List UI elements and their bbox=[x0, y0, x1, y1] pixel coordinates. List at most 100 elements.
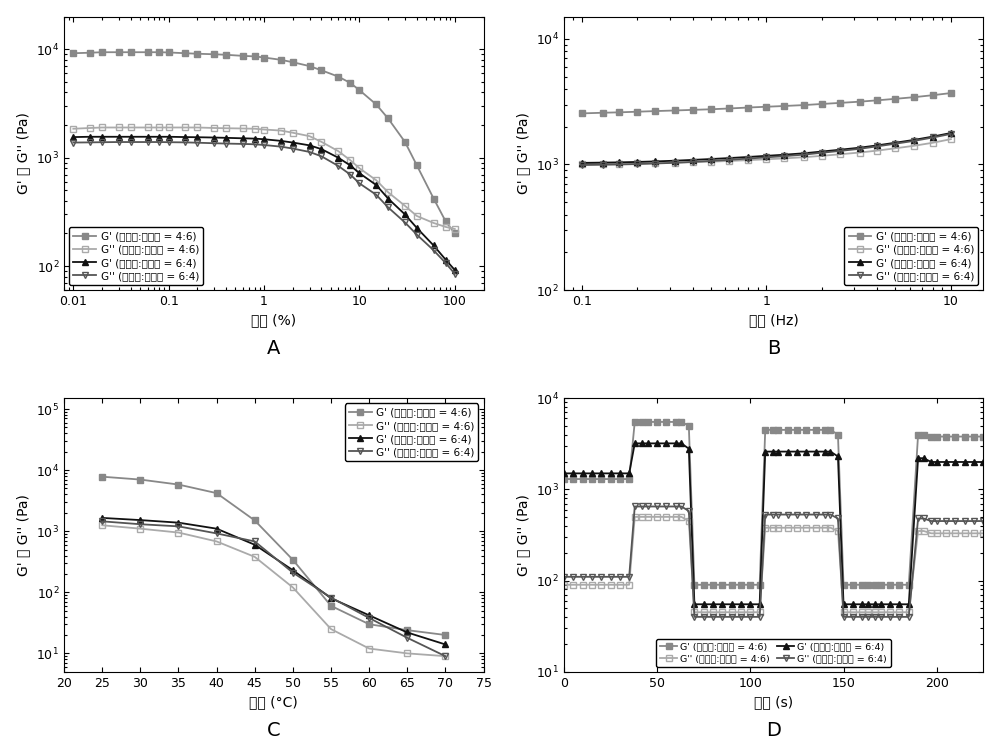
G'' (油溶液:水溶液 = 6:4) bbox=[834, 146, 846, 156]
G'' (油溶液:水溶液 = 4:6) bbox=[977, 528, 989, 538]
G' (油溶液:水溶液 = 4:6) bbox=[332, 72, 344, 81]
G' (油溶液:水溶液 = 6:4) bbox=[399, 210, 411, 219]
G'' (油溶液:水溶液 = 4:6) bbox=[742, 156, 754, 165]
G' (油溶液:水溶液 = 4:6) bbox=[854, 97, 866, 106]
G' (油溶液:水溶液 = 6:4) bbox=[558, 469, 570, 478]
G' (油溶液:水溶液 = 4:6) bbox=[726, 581, 738, 590]
G'' (油溶液:水溶液 = 4:6) bbox=[191, 123, 203, 132]
Line: G'' (油溶液:水溶液 = 4:6): G'' (油溶液:水溶液 = 4:6) bbox=[99, 522, 449, 660]
G' (油溶液:水溶液 = 6:4) bbox=[344, 161, 356, 170]
Text: D: D bbox=[766, 721, 781, 740]
G'' (油溶液:水溶液 = 6:4) bbox=[287, 144, 299, 153]
G' (油溶液:水溶液 = 4:6) bbox=[153, 48, 165, 57]
G' (油溶液:水溶液 = 6:4) bbox=[401, 628, 413, 637]
G' (油溶液:水溶液 = 4:6) bbox=[688, 581, 700, 590]
G'' (油溶液:水溶液 = 6:4) bbox=[399, 218, 411, 227]
G'' (油溶液:水溶液 = 6:4) bbox=[687, 157, 699, 166]
G' (油溶液:水溶液 = 6:4) bbox=[96, 132, 108, 141]
G'' (油溶液:水溶液 = 4:6) bbox=[854, 148, 866, 157]
G'' (油溶液:水溶液 = 4:6) bbox=[325, 624, 337, 633]
G' (油溶液:水溶液 = 6:4) bbox=[287, 565, 299, 575]
G'' (油溶液:水溶液 = 6:4) bbox=[669, 159, 681, 168]
G' (油溶液:水溶液 = 6:4) bbox=[332, 153, 344, 162]
G' (油溶液:水溶液 = 6:4) bbox=[67, 133, 79, 142]
G' (油溶液:水溶液 = 4:6) bbox=[275, 55, 287, 64]
G'' (油溶液:水溶液 = 6:4) bbox=[871, 142, 883, 151]
G' (油溶液:水溶液 = 4:6) bbox=[613, 108, 625, 117]
Line: G'' (油溶液:水溶液 = 4:6): G'' (油溶液:水溶液 = 4:6) bbox=[560, 513, 987, 615]
G'' (油溶液:水溶液 = 6:4) bbox=[142, 137, 154, 146]
G'' (油溶液:水溶液 = 6:4) bbox=[332, 162, 344, 171]
Line: G'' (油溶液:水溶液 = 6:4): G'' (油溶液:水溶液 = 6:4) bbox=[578, 131, 954, 168]
G'' (油溶液:水溶液 = 4:6) bbox=[772, 523, 784, 532]
G' (油溶液:水溶液 = 4:6) bbox=[172, 480, 184, 489]
G'' (油溶液:水溶液 = 4:6) bbox=[353, 164, 365, 173]
G' (油溶液:水溶液 = 6:4) bbox=[847, 599, 859, 609]
G'' (油溶液:水溶液 = 6:4) bbox=[742, 154, 754, 163]
G'' (油溶液:水溶液 = 4:6) bbox=[687, 158, 699, 167]
Legend: G' (油溶液:水溶液 = 4:6), G'' (油溶液:水溶液 = 4:6), G' (油溶液:水溶液 = 6:4), G'' (油溶液:水溶液 = 6:4): G' (油溶液:水溶液 = 4:6), G'' (油溶液:水溶液 = 4:6),… bbox=[69, 227, 203, 285]
G'' (油溶液:水溶液 = 4:6) bbox=[778, 154, 790, 163]
G'' (油溶液:水溶液 = 4:6) bbox=[440, 223, 452, 232]
G'' (油溶液:水溶液 = 6:4) bbox=[179, 138, 191, 147]
G'' (油溶液:水溶液 = 4:6) bbox=[439, 652, 451, 661]
G'' (油溶液:水溶液 = 6:4) bbox=[726, 612, 738, 621]
G' (油溶液:水溶液 = 4:6) bbox=[832, 430, 844, 439]
G'' (油溶液:水溶液 = 4:6) bbox=[613, 159, 625, 168]
G'' (油溶液:水溶液 = 6:4) bbox=[411, 230, 423, 239]
G' (油溶液:水溶液 = 6:4) bbox=[854, 143, 866, 153]
G'' (油溶液:水溶液 = 6:4) bbox=[440, 258, 452, 267]
G'' (油溶液:水溶液 = 6:4) bbox=[854, 144, 866, 153]
G' (油溶液:水溶液 = 6:4) bbox=[705, 155, 717, 164]
G' (油溶液:水溶液 = 6:4) bbox=[287, 138, 299, 147]
X-axis label: 频率 (Hz): 频率 (Hz) bbox=[749, 313, 799, 328]
G'' (油溶液:水溶液 = 6:4) bbox=[945, 129, 957, 138]
G' (油溶液:水溶液 = 6:4) bbox=[353, 168, 365, 177]
G' (油溶液:水溶液 = 4:6) bbox=[134, 475, 146, 484]
G' (油溶液:水溶液 = 6:4) bbox=[449, 266, 461, 275]
G' (油溶液:水溶液 = 6:4) bbox=[908, 135, 920, 144]
G'' (油溶液:水溶液 = 4:6) bbox=[344, 156, 356, 165]
G' (油溶液:水溶液 = 6:4) bbox=[258, 134, 270, 143]
G'' (油溶液:水溶液 = 6:4) bbox=[401, 633, 413, 643]
G' (油溶液:水溶液 = 4:6) bbox=[927, 91, 939, 100]
G' (油溶液:水溶液 = 6:4) bbox=[649, 157, 661, 166]
G'' (油溶液:水溶液 = 4:6) bbox=[172, 528, 184, 537]
G'' (油溶液:水溶液 = 6:4) bbox=[889, 139, 901, 148]
Legend: G' (油溶液:水溶液 = 4:6), G'' (油溶液:水溶液 = 4:6), G' (油溶液:水溶液 = 6:4), G'' (油溶液:水溶液 = 6:4): G' (油溶液:水溶液 = 4:6), G'' (油溶液:水溶液 = 4:6),… bbox=[345, 403, 478, 461]
G'' (油溶液:水溶液 = 4:6) bbox=[153, 123, 165, 132]
G'' (油溶液:水溶液 = 6:4) bbox=[798, 150, 810, 159]
G'' (油溶液:水溶液 = 6:4) bbox=[927, 133, 939, 142]
G' (油溶液:水溶液 = 6:4) bbox=[440, 255, 452, 264]
G'' (油溶液:水溶液 = 4:6) bbox=[558, 581, 570, 590]
G' (油溶液:水溶液 = 4:6) bbox=[113, 48, 125, 57]
G'' (油溶液:水溶液 = 4:6) bbox=[287, 583, 299, 592]
G'' (油溶液:水溶液 = 4:6) bbox=[705, 157, 717, 166]
G'' (油溶液:水溶液 = 6:4) bbox=[847, 612, 859, 621]
Text: A: A bbox=[267, 340, 280, 359]
G'' (油溶液:水溶液 = 6:4) bbox=[211, 529, 223, 538]
G' (油溶液:水溶液 = 4:6) bbox=[325, 601, 337, 610]
G'' (油溶液:水溶液 = 4:6) bbox=[237, 124, 249, 133]
G'' (油溶液:水溶液 = 4:6) bbox=[669, 159, 681, 168]
G'' (油溶液:水溶液 = 6:4) bbox=[249, 140, 261, 149]
Line: G' (油溶液:水溶液 = 4:6): G' (油溶液:水溶液 = 4:6) bbox=[99, 473, 449, 639]
G' (油溶液:水溶液 = 4:6) bbox=[798, 100, 810, 109]
G' (油溶液:水溶液 = 4:6) bbox=[96, 48, 108, 57]
G' (油溶液:水溶液 = 6:4) bbox=[153, 132, 165, 141]
G' (油溶液:水溶液 = 6:4) bbox=[315, 145, 327, 154]
Y-axis label: G' 和 G'' (Pa): G' 和 G'' (Pa) bbox=[17, 494, 31, 576]
G' (油溶液:水溶液 = 6:4) bbox=[134, 516, 146, 525]
G' (油溶液:水溶液 = 6:4) bbox=[172, 518, 184, 527]
G'' (油溶液:水溶液 = 4:6) bbox=[96, 521, 108, 530]
G' (油溶液:水溶液 = 4:6) bbox=[401, 626, 413, 635]
G' (油溶液:水溶液 = 6:4) bbox=[871, 141, 883, 150]
G' (油溶液:水溶液 = 6:4) bbox=[669, 156, 681, 165]
G'' (油溶液:水溶液 = 6:4) bbox=[613, 160, 625, 169]
G'' (油溶液:水溶液 = 4:6) bbox=[142, 123, 154, 132]
G' (油溶液:水溶液 = 4:6) bbox=[84, 48, 96, 57]
G'' (油溶液:水溶液 = 6:4) bbox=[315, 152, 327, 161]
G'' (油溶液:水溶液 = 6:4) bbox=[760, 153, 772, 162]
Line: G'' (油溶液:水溶液 = 4:6): G'' (油溶液:水溶液 = 4:6) bbox=[578, 136, 954, 168]
G' (油溶液:水溶液 = 6:4) bbox=[275, 137, 287, 146]
